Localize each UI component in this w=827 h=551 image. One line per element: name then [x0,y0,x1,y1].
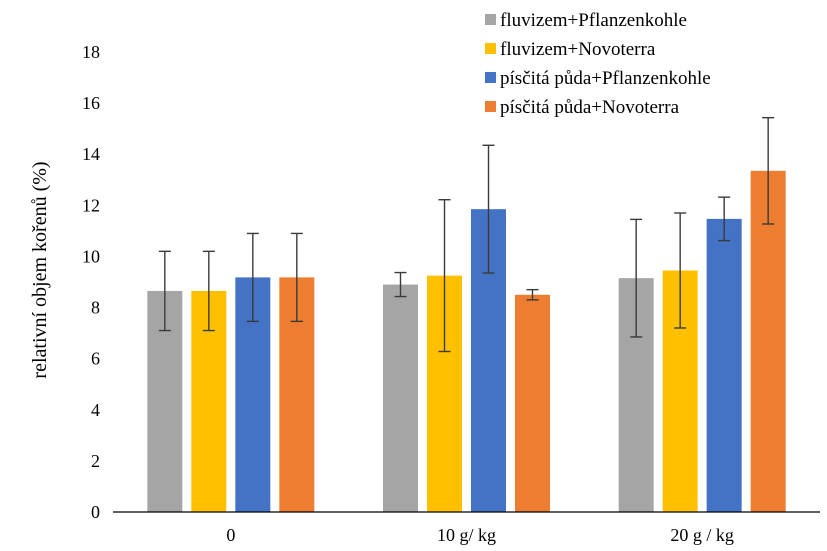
x-tick-label: 10 g/ kg [437,525,496,545]
y-tick-label: 10 [82,246,100,266]
bar [750,170,786,513]
legend-label: písčitá půda+Novoterra [500,97,680,118]
legend-swatch [485,14,496,25]
legend-label: fluvizem+Novoterra [500,39,656,60]
y-tick-label: 18 [82,42,100,62]
legend-swatch [485,72,496,83]
bars [147,170,786,513]
legend: fluvizem+Pflanzenkohle fluvizem+Novoterra… [485,10,711,118]
legend-label: fluvizem+Pflanzenkohle [500,10,687,31]
y-tick-label: 4 [91,400,100,420]
legend-label: písčitá půda+Pflanzenkohle [500,68,711,89]
legend-swatch [485,43,496,54]
bar [515,294,550,512]
y-tick-label: 12 [82,195,100,215]
y-tick-label: 14 [82,144,100,164]
y-axis-title: relativní objem kořenů (%) [29,161,51,378]
bar [706,218,742,512]
y-tick-label: 16 [82,93,100,113]
legend-swatch [485,101,496,112]
x-axis-ticks: 0 10 g/ kg 20 g / kg [226,525,734,545]
y-tick-label: 0 [91,502,100,522]
x-tick-label: 20 g / kg [670,525,734,545]
y-tick-label: 2 [91,451,100,471]
y-tick-label: 6 [91,349,100,369]
bar [383,284,418,512]
x-tick-label: 0 [226,525,235,545]
y-axis-ticks: 0 2 4 6 8 10 12 14 16 18 [82,42,100,522]
y-tick-label: 8 [91,298,100,318]
error-bars [158,116,775,353]
